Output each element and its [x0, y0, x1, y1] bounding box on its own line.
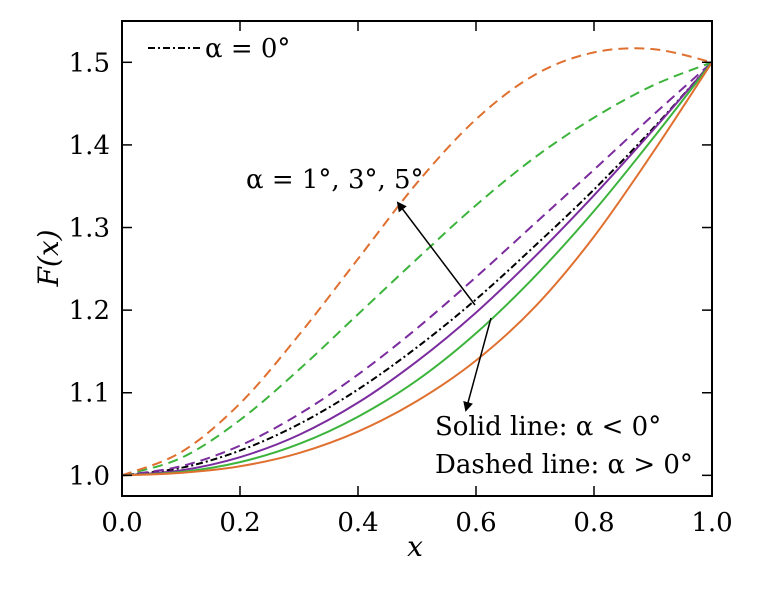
x-tick-label: 1.0	[691, 508, 732, 538]
x-tick-label: 0.0	[101, 508, 142, 538]
plot-frame	[121, 20, 713, 497]
x-tick-label: 0.2	[219, 508, 260, 538]
y-tick-label: 1.2	[69, 296, 110, 326]
series-line-7	[121, 61, 713, 477]
series-line-1	[121, 61, 713, 477]
plot-area	[121, 47, 713, 477]
x-axis-label: x	[407, 530, 423, 563]
arrow-increasing-alpha	[396, 201, 476, 306]
x-tick-label: 0.8	[573, 508, 614, 538]
arrow-decreasing-alpha	[463, 317, 492, 412]
ticks	[121, 21, 713, 496]
tick-labels: 0.0 0.2 0.4 0.6 0.8 1.0 1.0 1.1 1.2 1.3 1.4 1.5	[69, 48, 733, 538]
x-tick-label: 0.6	[455, 508, 496, 538]
y-tick-label: 1.4	[69, 131, 110, 161]
annotation-dashed-line: Dashed line: α > 0°	[435, 450, 693, 480]
series-line-2	[121, 61, 713, 477]
series-line-3	[121, 61, 713, 477]
annotation-solid-line: Solid line: α < 0°	[435, 412, 661, 442]
y-tick-label: 1.1	[69, 379, 110, 409]
y-tick-label: 1.3	[69, 214, 110, 244]
y-tick-label: 1.5	[69, 48, 110, 78]
y-tick-label: 1.0	[69, 461, 110, 491]
series-line-5	[121, 61, 713, 477]
series-line-6	[121, 61, 713, 477]
x-tick-label: 0.4	[337, 508, 378, 538]
annotation-positive-alpha: α = 1°, 3°, 5°	[246, 165, 424, 195]
legend-label: α = 0°	[205, 34, 290, 64]
y-axis-label: F(x)	[32, 229, 65, 287]
